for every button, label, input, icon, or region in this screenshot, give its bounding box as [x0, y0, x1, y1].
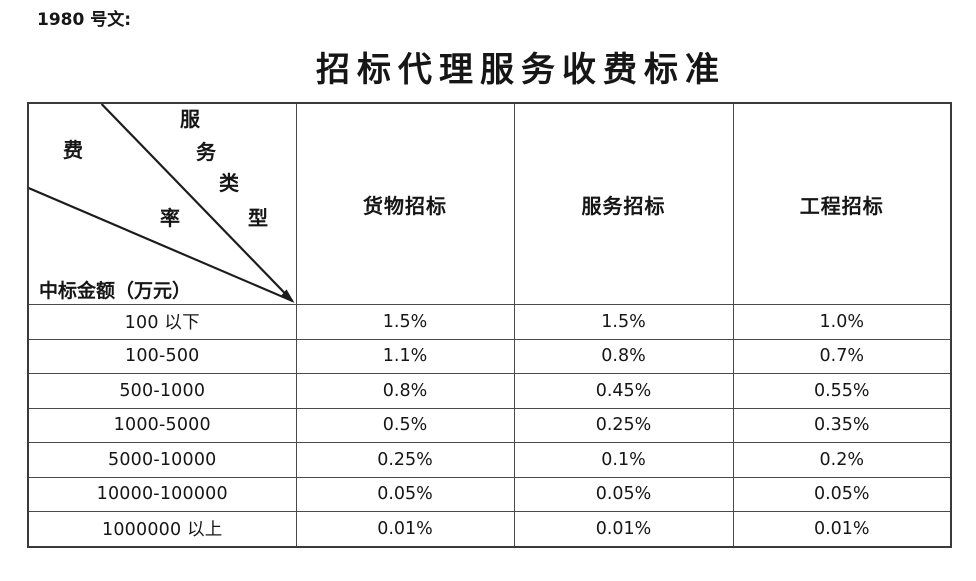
- fee-value-cell: 0.45%: [513, 373, 734, 409]
- fee-value-cell: 0.25%: [295, 442, 515, 478]
- fee-value-cell: 1.1%: [295, 338, 515, 374]
- table-row: 500-1000 0.8% 0.45% 0.55%: [27, 373, 952, 409]
- amount-range-cell: 500-1000: [27, 373, 297, 409]
- amount-range-cell: 10000-100000: [27, 476, 297, 512]
- table-row: 1000-5000 0.5% 0.25% 0.35%: [27, 407, 952, 443]
- fee-value-cell: 0.01%: [295, 511, 515, 547]
- amount-range-cell: 100-500: [27, 338, 297, 374]
- corner-fee-rate-char: 率: [160, 208, 180, 230]
- corner-service-type-char: 型: [248, 208, 268, 230]
- fee-value-cell: 0.01%: [732, 511, 952, 547]
- fee-value-cell: 0.5%: [295, 407, 515, 443]
- amount-range-cell: 100 以下: [27, 304, 297, 340]
- column-header-goods-bidding: 货物招标: [295, 102, 515, 305]
- page-title: 招标代理服务收费标准: [316, 52, 726, 89]
- amount-range-cell: 5000-10000: [27, 442, 297, 478]
- table-header-row: 服 务 类 型 费 率 中标金额（万元） 货物招标 服务招标 工程招标: [27, 102, 952, 305]
- corner-amount-label: 中标金额（万元）: [39, 281, 192, 302]
- fee-value-cell: 0.1%: [513, 442, 734, 478]
- fee-value-cell: 0.8%: [513, 338, 734, 374]
- fee-value-cell: 0.8%: [295, 373, 515, 409]
- fee-value-cell: 1.5%: [295, 304, 515, 340]
- diagonal-line-lower: [29, 187, 293, 303]
- table-row: 10000-100000 0.05% 0.05% 0.05%: [27, 476, 952, 512]
- fee-value-cell: 0.25%: [513, 407, 734, 443]
- diagonal-line-upper: [100, 104, 294, 302]
- table-row: 100 以下 1.5% 1.5% 1.0%: [27, 304, 952, 340]
- fee-value-cell: 0.35%: [732, 407, 952, 443]
- fee-value-cell: 0.55%: [732, 373, 952, 409]
- diagonal-divider-lines: [29, 104, 295, 304]
- corner-service-type-char: 类: [219, 173, 239, 195]
- fee-value-cell: 0.7%: [732, 338, 952, 374]
- fee-value-cell: 1.0%: [732, 304, 952, 340]
- corner-service-type-char: 务: [196, 142, 216, 164]
- corner-fee-rate-char: 费: [63, 140, 83, 162]
- amount-range-cell: 1000000 以上: [27, 511, 297, 547]
- table-row: 1000000 以上 0.01% 0.01% 0.01%: [27, 511, 952, 547]
- corner-service-type-char: 服: [180, 109, 200, 131]
- table-corner-cell: 服 务 类 型 费 率 中标金额（万元）: [27, 102, 297, 305]
- fee-value-cell: 1.5%: [513, 304, 734, 340]
- table-row: 100-500 1.1% 0.8% 0.7%: [27, 338, 952, 374]
- column-header-service-bidding: 服务招标: [513, 102, 734, 305]
- arrowhead-icon: [280, 289, 295, 304]
- fee-value-cell: 0.01%: [513, 511, 734, 547]
- column-header-engineering-bidding: 工程招标: [732, 102, 952, 305]
- doc-number-label: 1980 号文:: [37, 10, 132, 30]
- table-row: 5000-10000 0.25% 0.1% 0.2%: [27, 442, 952, 478]
- fee-value-cell: 0.05%: [513, 476, 734, 512]
- fee-table: 服 务 类 型 费 率 中标金额（万元） 货物招标 服务招标 工程招标 100 …: [27, 102, 952, 548]
- fee-value-cell: 0.05%: [295, 476, 515, 512]
- amount-range-cell: 1000-5000: [27, 407, 297, 443]
- fee-value-cell: 0.05%: [732, 476, 952, 512]
- fee-value-cell: 0.2%: [732, 442, 952, 478]
